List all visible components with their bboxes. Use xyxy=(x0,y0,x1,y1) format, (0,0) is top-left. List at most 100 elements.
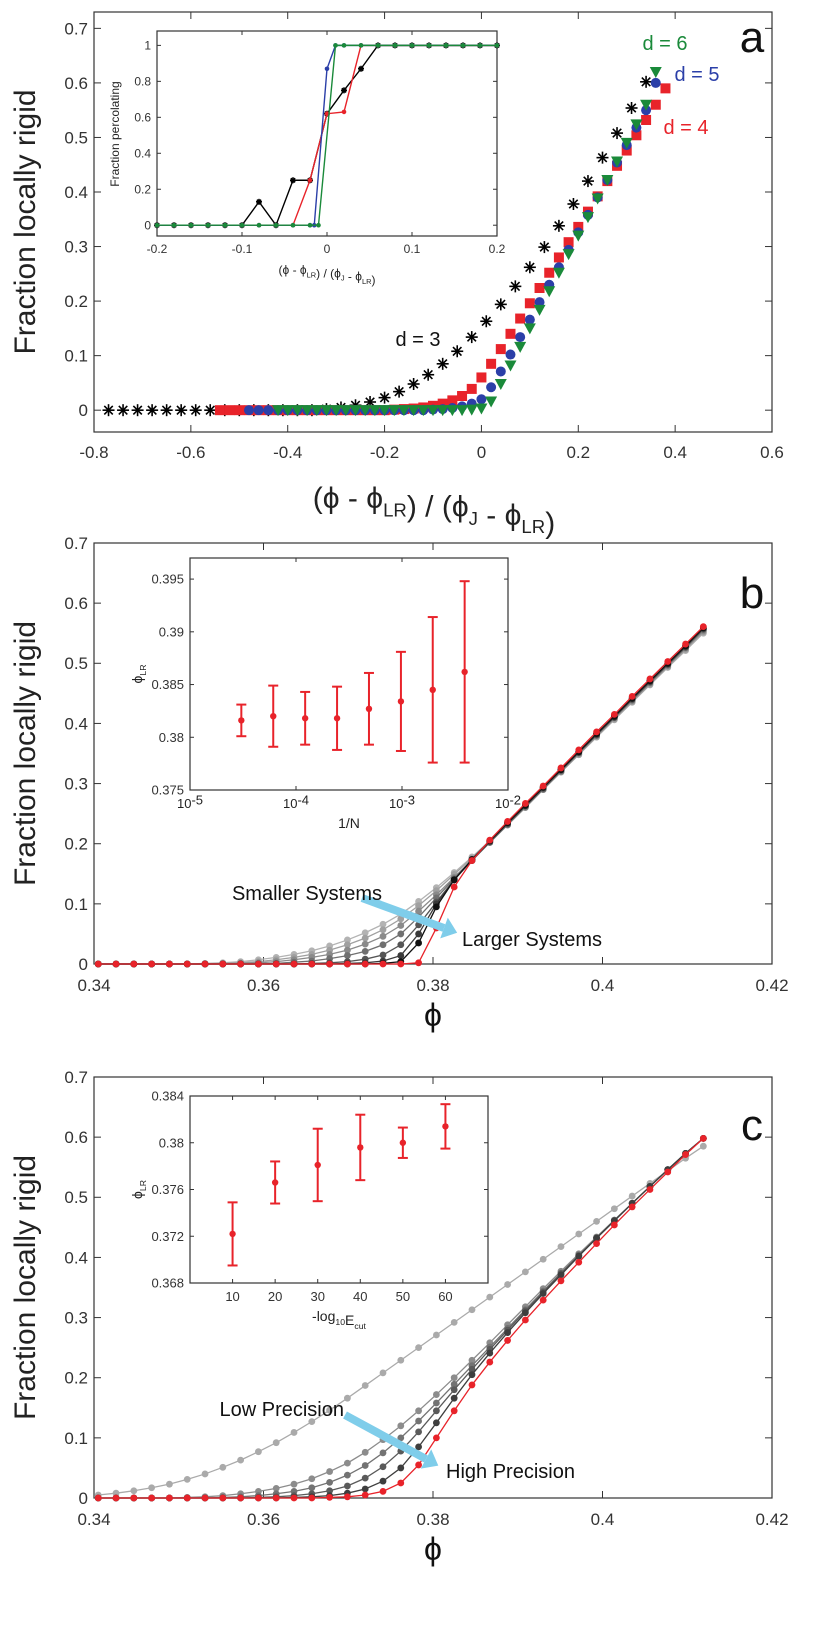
y-tick-label: 0.1 xyxy=(64,1429,88,1448)
y-tick-label: 0.2 xyxy=(134,182,151,196)
data-point xyxy=(447,395,458,406)
data-point xyxy=(620,137,633,149)
x-tick-label: 0.36 xyxy=(247,976,280,995)
data-point xyxy=(432,1331,440,1339)
data-point xyxy=(399,1139,407,1146)
y-tick-label: 0.7 xyxy=(64,534,88,553)
x-tick-label: 0.34 xyxy=(77,976,110,995)
data-point xyxy=(563,237,574,248)
label-part: 10 xyxy=(177,796,191,811)
data-point xyxy=(255,1494,262,1502)
data-point xyxy=(415,959,422,967)
label-part: ϕ xyxy=(129,675,145,683)
asterisk-stroke xyxy=(205,405,216,415)
data-point xyxy=(361,1485,369,1493)
data-point xyxy=(465,331,478,344)
label-part: Fraction locally rigid xyxy=(9,621,42,886)
y-tick-label: 0.368 xyxy=(151,1276,184,1291)
panel-label-a: a xyxy=(740,13,765,62)
data-point xyxy=(630,119,643,131)
data-point xyxy=(640,75,653,88)
label-part: ) / (ϕ xyxy=(316,266,341,280)
label-part: ϕ xyxy=(129,1191,145,1199)
data-point xyxy=(572,230,585,242)
data-point xyxy=(270,712,277,720)
label-part: Fraction locally rigid xyxy=(9,89,42,354)
data-point xyxy=(514,341,527,353)
annotation-d4: d = 4 xyxy=(663,117,708,139)
data-point xyxy=(699,1142,707,1150)
x-tick-label: -0.6 xyxy=(176,443,205,462)
data-point xyxy=(146,404,159,417)
x-tick-label: 0.38 xyxy=(416,1510,449,1529)
y-tick-label: 0.3 xyxy=(64,237,88,256)
data-point xyxy=(188,222,194,228)
asterisk-stroke xyxy=(290,177,296,183)
asterisk-stroke xyxy=(147,405,157,415)
x-tick-label: 30 xyxy=(310,1289,324,1304)
asterisk-stroke xyxy=(341,87,347,94)
data-point xyxy=(477,43,483,48)
data-point xyxy=(450,1407,458,1415)
label-part: -log xyxy=(312,1308,335,1324)
data-point xyxy=(189,404,202,417)
data-point xyxy=(361,1382,369,1389)
data-point xyxy=(699,623,707,630)
data-point xyxy=(539,1290,547,1297)
data-point xyxy=(427,405,439,417)
asterisk-stroke xyxy=(394,386,404,397)
data-point xyxy=(358,65,364,72)
data-point xyxy=(553,252,564,263)
y-tick-label: 0.375 xyxy=(151,783,184,798)
asterisk-stroke xyxy=(132,405,143,415)
asterisk-stroke xyxy=(161,405,172,415)
data-point xyxy=(397,1434,405,1442)
label-part: 10 xyxy=(335,1317,345,1327)
data-point xyxy=(509,280,522,293)
data-point xyxy=(539,1255,547,1263)
data-point xyxy=(201,1470,209,1478)
data-point xyxy=(533,304,546,316)
label-part: -5 xyxy=(191,792,203,807)
data-point xyxy=(166,1494,173,1502)
data-point xyxy=(326,1406,334,1414)
data-point xyxy=(682,1151,689,1158)
data-point xyxy=(476,372,487,383)
data-point xyxy=(505,349,516,360)
data-point xyxy=(397,405,410,417)
data-point xyxy=(415,1461,422,1469)
asterisk-stroke xyxy=(568,199,579,209)
asterisk-stroke xyxy=(408,379,419,389)
data-point xyxy=(415,1407,422,1415)
data-point xyxy=(272,1494,280,1502)
data-point xyxy=(409,43,415,48)
x-tick-label: -0.2 xyxy=(370,443,399,462)
data-point xyxy=(650,99,661,110)
data-point xyxy=(450,876,458,884)
data-point xyxy=(214,405,225,416)
inset-x-label: (ϕ - ϕLR) / (ϕJ - ϕLR) xyxy=(279,263,376,287)
data-point xyxy=(308,1494,316,1502)
x-tick-label: -0.8 xyxy=(79,443,108,462)
data-point xyxy=(310,405,323,417)
data-point xyxy=(664,1168,672,1176)
data-point xyxy=(326,1478,334,1486)
data-point xyxy=(112,1489,120,1497)
data-point xyxy=(171,222,177,228)
annotation-start: Smaller Systems xyxy=(232,883,382,905)
data-point xyxy=(272,1484,280,1492)
data-point xyxy=(523,261,536,274)
label-part: (ϕ - ϕ xyxy=(279,263,307,277)
data-point xyxy=(272,405,285,417)
data-point xyxy=(468,1381,476,1389)
asterisk-stroke xyxy=(554,221,564,231)
data-point xyxy=(486,836,494,844)
data-point xyxy=(495,366,506,377)
data-point xyxy=(539,782,547,790)
x-tick-label: 0.2 xyxy=(566,443,590,462)
data-point xyxy=(486,1293,494,1301)
data-point xyxy=(515,332,526,343)
data-point xyxy=(148,1484,156,1492)
data-point xyxy=(557,1277,565,1285)
x-tick-label: 0.4 xyxy=(663,443,687,462)
